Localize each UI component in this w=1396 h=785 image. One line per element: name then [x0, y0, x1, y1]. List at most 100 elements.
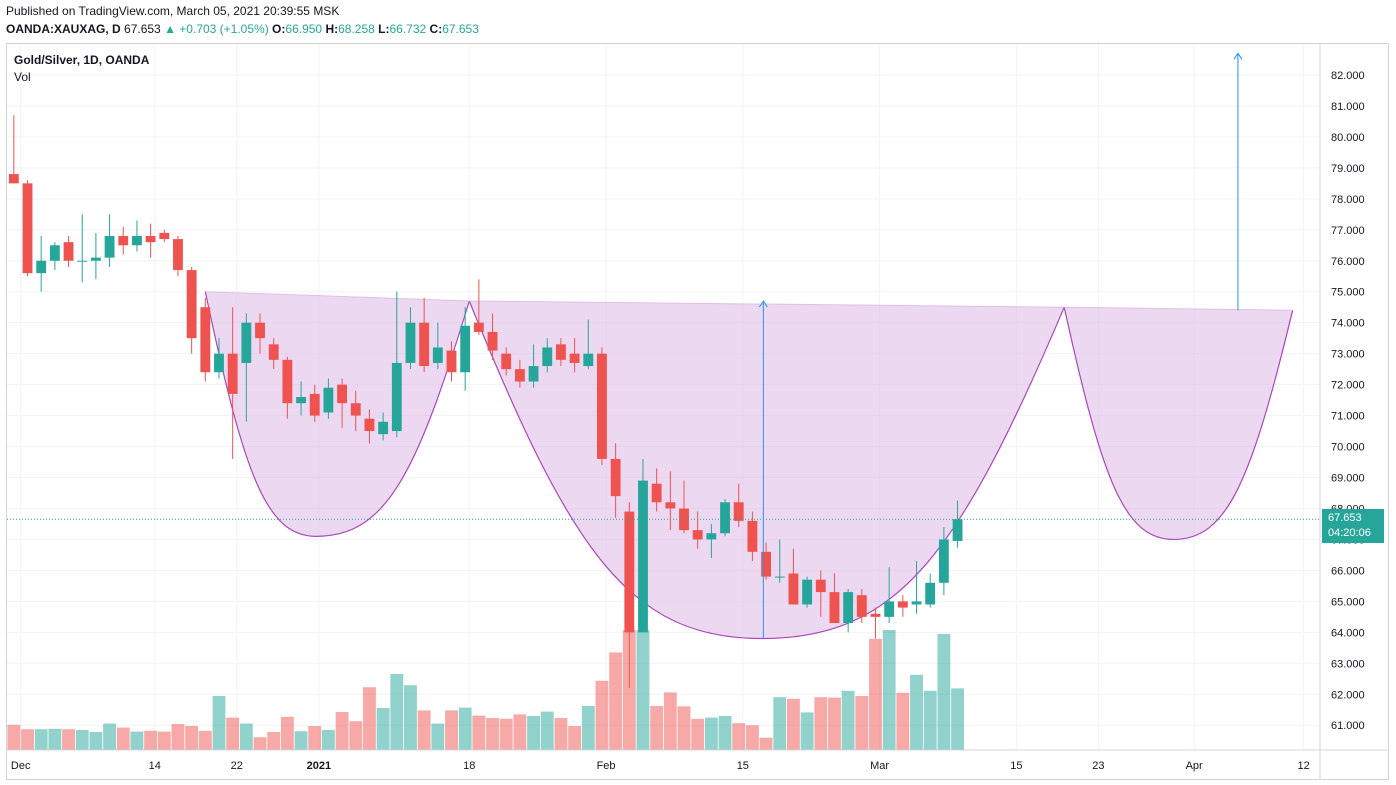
candle-body [159, 232, 170, 240]
y-tick-label: 75.000 [1331, 287, 1365, 299]
x-tick-label: 12 [1297, 760, 1309, 772]
x-tick-label: 18 [463, 760, 475, 772]
volume-bar [691, 718, 705, 750]
candle-body [391, 362, 402, 432]
candle-body [255, 322, 265, 339]
candle-body [870, 613, 881, 617]
y-tick-label: 70.000 [1331, 442, 1365, 454]
volume-bar [185, 726, 199, 750]
candle-body [214, 353, 224, 373]
candle-body [501, 353, 512, 370]
candle-body [268, 344, 279, 360]
volume-bar [404, 685, 417, 750]
candle-body [569, 353, 580, 363]
volume-bar [513, 714, 527, 750]
main-cup-curve [468, 300, 1065, 640]
last-price: 67.653 [124, 22, 161, 36]
y-tick-label: 81.000 [1331, 101, 1365, 113]
open-value: 66.950 [285, 22, 323, 36]
volume-bar [89, 732, 103, 750]
candle-body [815, 579, 826, 593]
volume-bar [745, 725, 759, 750]
arrow-head [758, 300, 768, 308]
candle-body [692, 530, 703, 540]
volume-bar [499, 718, 513, 750]
y-tick-label: 76.000 [1331, 256, 1365, 268]
volume-bar [472, 715, 486, 750]
x-tick-label: 2021 [307, 760, 331, 772]
candle-body [624, 511, 635, 633]
volume-bar [21, 729, 34, 750]
candle-body [350, 403, 361, 416]
chart-frame[interactable] [6, 43, 1389, 780]
volume-bar [226, 717, 240, 750]
volume-bar [253, 737, 267, 750]
badge-countdown: 04:20:06 [1328, 527, 1371, 540]
high-label: H: [325, 22, 339, 36]
volume-bar [759, 737, 773, 750]
candle-body [227, 353, 238, 394]
y-tick-label: 78.000 [1331, 194, 1365, 206]
y-tick-label: 77.000 [1331, 225, 1365, 237]
candle-body [323, 387, 334, 413]
candle-body [63, 242, 74, 261]
candle-body [856, 595, 867, 617]
volume-bar [144, 730, 158, 750]
volume-bar [568, 726, 582, 750]
left-cup-curve [204, 291, 470, 537]
candle-body [446, 350, 457, 373]
close-value: 67.653 [442, 22, 479, 36]
up-arrow-icon: ▲ [164, 22, 176, 36]
candle-body [405, 322, 416, 363]
low-label: L: [378, 22, 390, 36]
volume-bar [773, 697, 787, 750]
candle-body [542, 347, 553, 367]
candle-body [49, 245, 60, 261]
x-tick-label: Feb [597, 760, 616, 772]
volume-bar [445, 710, 458, 750]
volume-bar [609, 652, 623, 750]
volume-bar [951, 688, 964, 750]
candle-body [337, 384, 348, 404]
candle-body [610, 458, 621, 497]
x-tick-label: 23 [1092, 760, 1104, 772]
volume-bar [48, 728, 62, 750]
candle-body [665, 502, 676, 509]
volume-bar [937, 634, 951, 750]
volume-bar [321, 730, 335, 750]
y-tick-label: 73.000 [1331, 349, 1365, 361]
volume-bar [841, 690, 855, 750]
candle-body [638, 480, 648, 633]
arrow-head [1233, 52, 1243, 60]
candle-body [925, 582, 936, 605]
volume-bar [431, 723, 445, 750]
candle-body [487, 331, 498, 351]
candle-body [720, 502, 730, 534]
candle-body [90, 257, 101, 261]
volume-bar [828, 697, 841, 750]
y-tick-label: 62.000 [1331, 689, 1365, 701]
candle-body [884, 601, 895, 617]
volume-bar [116, 727, 130, 750]
candle-body [378, 421, 389, 435]
volume-bar [458, 707, 472, 750]
volume-bar [622, 630, 636, 750]
candle-body [679, 508, 689, 531]
y-tick-label: 74.000 [1331, 318, 1365, 330]
volume-bar [855, 696, 869, 750]
symbol-ohlc-bar: OANDA:XAUXAG, D 67.653 ▲ +0.703 (+1.05%)… [6, 22, 479, 36]
volume-bar [103, 723, 117, 750]
price-change: +0.703 (+1.05%) [179, 22, 269, 36]
volume-bar [663, 692, 677, 750]
volume-bar [267, 732, 281, 750]
target-arrows [758, 52, 1243, 639]
low-value: 66.732 [389, 22, 427, 36]
volume-bar [732, 723, 746, 750]
volume-bar [376, 708, 390, 750]
candle-body [173, 239, 183, 271]
volume-bar [34, 729, 48, 750]
volume-bar [718, 716, 732, 750]
volume-bar [540, 711, 554, 750]
x-tick-label: Mar [870, 760, 889, 772]
